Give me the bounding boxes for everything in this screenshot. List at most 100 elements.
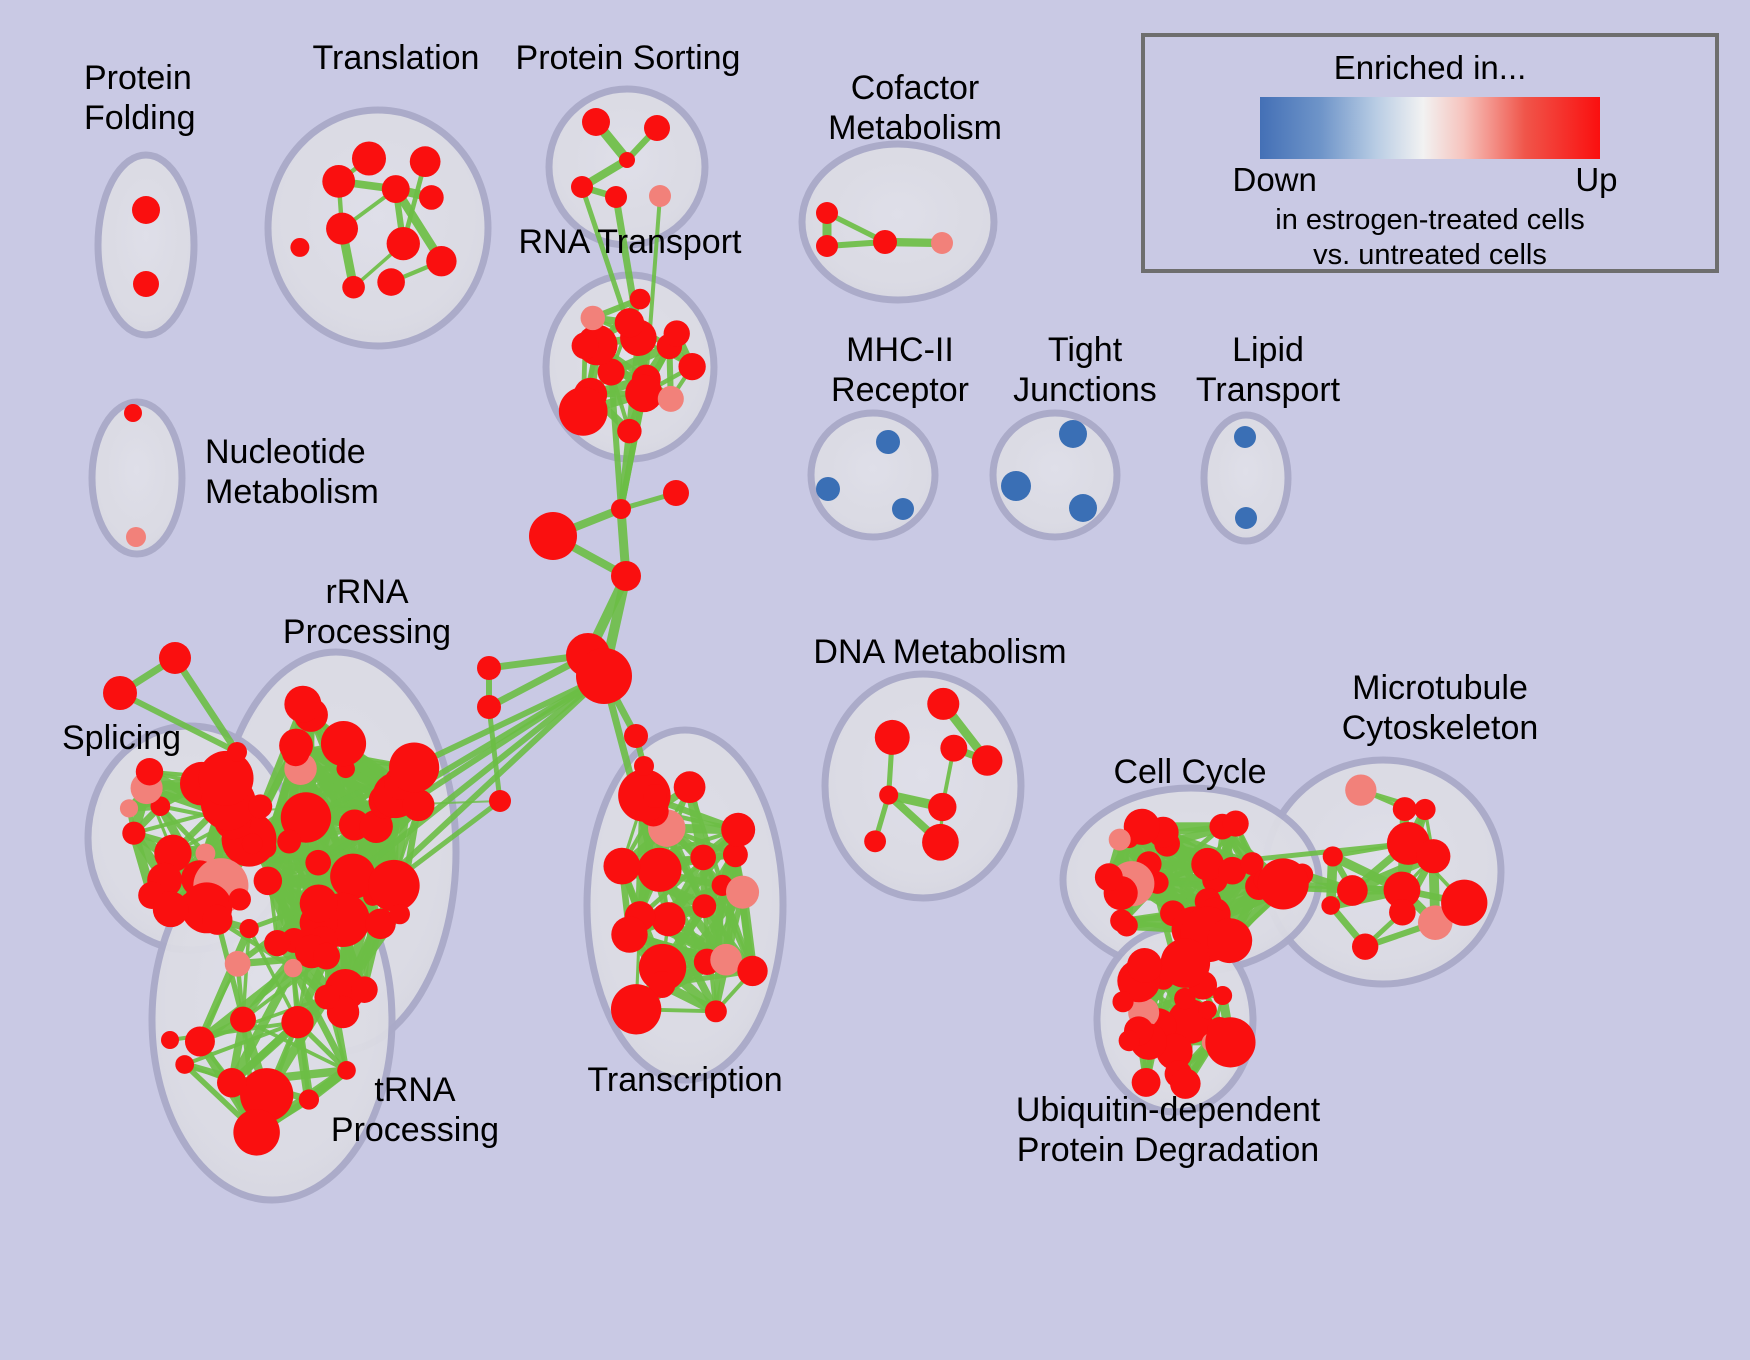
node-protein-sorting [582, 108, 610, 136]
node-ubiquitin-degradation [1131, 1067, 1161, 1097]
node-transcription [637, 847, 682, 892]
cluster-label-translation: Translation [312, 39, 480, 77]
network-edge [608, 369, 624, 512]
node-nucleotide-metabolism [126, 527, 146, 547]
node-bridge-down-b [634, 756, 654, 776]
node-cofactor-metabolism [816, 235, 838, 257]
node-lipid-transport [1235, 507, 1257, 529]
node-trna-processing [202, 904, 233, 935]
node-rrna-processing [365, 908, 396, 940]
node-splicing [195, 843, 216, 864]
node-transcription [673, 771, 706, 804]
node-protein-sorting [644, 115, 670, 141]
node-bridge-down-a [624, 724, 648, 748]
node-bridge-large-left [529, 512, 577, 560]
cluster-label-mhc-ii-receptor: MHC-II Receptor [831, 331, 969, 409]
node-dna-metabolism [971, 745, 1003, 776]
node-translation [322, 164, 356, 198]
node-bridge-mid [611, 561, 641, 591]
node-rrna-processing [330, 853, 376, 900]
node-rrna-processing [389, 903, 410, 925]
node-translation [386, 226, 420, 261]
node-microtubule-cytoskeleton [1383, 871, 1421, 909]
node-splicing-outer-b [103, 676, 137, 710]
node-rna-transport [625, 374, 663, 413]
node-rna-transport [663, 320, 690, 347]
node-rrna-processing [264, 930, 291, 957]
node-bridge-down-c [643, 784, 667, 808]
node-trna-processing [230, 1006, 256, 1033]
node-transcription [704, 1000, 727, 1023]
network-edge [227, 992, 331, 1087]
node-cell-cycle [1108, 828, 1131, 851]
node-transcription [611, 916, 648, 953]
node-dna-metabolism [874, 719, 910, 755]
node-ubiquitin-degradation [1170, 1068, 1201, 1099]
node-cell-cycle [1110, 909, 1133, 933]
network-edge [196, 924, 253, 1046]
node-translation [326, 212, 359, 245]
node-trna-processing [175, 1055, 195, 1074]
node-bridge-left-b [477, 695, 501, 719]
node-translation [290, 237, 310, 257]
node-translation [381, 175, 410, 204]
network-edge [687, 784, 725, 888]
cluster-label-tight-junctions: Tight Junctions [1013, 331, 1157, 409]
cluster-label-lipid-transport: Lipid Transport [1195, 331, 1341, 409]
node-rrna-processing [402, 789, 435, 822]
network-edge [264, 845, 280, 946]
node-splicing [122, 821, 146, 845]
network-edge [349, 673, 607, 880]
node-splicing [119, 799, 139, 818]
node-mhc-ii-receptor [816, 477, 840, 501]
cluster-label-microtubule-cytoskeleton: Microtubule Cytoskeleton [1341, 669, 1539, 747]
cluster-label-cell-cycle: Cell Cycle [1113, 753, 1267, 791]
node-rna-transport [558, 387, 608, 436]
node-ubiquitin-degradation [1174, 987, 1196, 1010]
node-splicing-outer-a [159, 642, 191, 674]
cluster-halo-nucleotide-metabolism [88, 398, 186, 558]
node-cell-cycle [1240, 852, 1264, 876]
cluster-label-ubiquitin-degradation: Ubiquitin-dependent Protein Degradation [1015, 1091, 1321, 1169]
node-tight-junctions [1069, 494, 1097, 522]
node-microtubule-cytoskeleton [1389, 898, 1416, 926]
cluster-halo-cofactor-metabolism [798, 140, 998, 304]
cluster-label-rna-transport: RNA Transport [518, 223, 742, 261]
node-dna-metabolism [879, 785, 899, 805]
node-microtubule-cytoskeleton [1321, 896, 1341, 915]
node-rna-transport [571, 332, 599, 360]
node-trna-processing [299, 884, 338, 923]
node-protein-folding [133, 271, 159, 297]
node-cell-cycle [1218, 856, 1247, 885]
node-translation [419, 185, 444, 210]
node-rna-transport [617, 418, 642, 444]
node-trna-outer [161, 1031, 179, 1049]
node-nucleotide-metabolism [124, 404, 142, 422]
node-ubiquitin-degradation [1213, 986, 1233, 1006]
legend-down-label: Down [1232, 161, 1317, 198]
network-edge [171, 654, 241, 756]
legend-title: Enriched in... [1333, 49, 1527, 86]
node-protein-sorting [649, 185, 671, 207]
node-cell-cycle [1123, 808, 1160, 845]
node-cofactor-metabolism [816, 202, 838, 224]
node-tight-junctions [1001, 471, 1031, 501]
cluster-halo-lipid-transport [1200, 411, 1292, 545]
cluster-label-cofactor-metabolism: Cofactor Metabolism [828, 69, 1002, 147]
node-trna-processing [239, 918, 259, 939]
node-rrna-processing [320, 720, 367, 767]
node-splicing [248, 794, 273, 819]
node-splicing [198, 750, 254, 806]
node-splicing-outer-c [227, 742, 247, 762]
node-transcription [690, 844, 716, 871]
node-microtubule-cytoskeleton [1351, 933, 1379, 960]
network-edge [486, 704, 503, 804]
node-trna-processing [224, 950, 251, 977]
node-ubiquitin-degradation [1118, 1030, 1140, 1052]
cluster-label-protein-sorting: Protein Sorting [515, 39, 741, 77]
node-bridge-left-c [489, 790, 511, 812]
node-tight-junctions [1059, 420, 1087, 448]
network-edge [302, 673, 607, 821]
